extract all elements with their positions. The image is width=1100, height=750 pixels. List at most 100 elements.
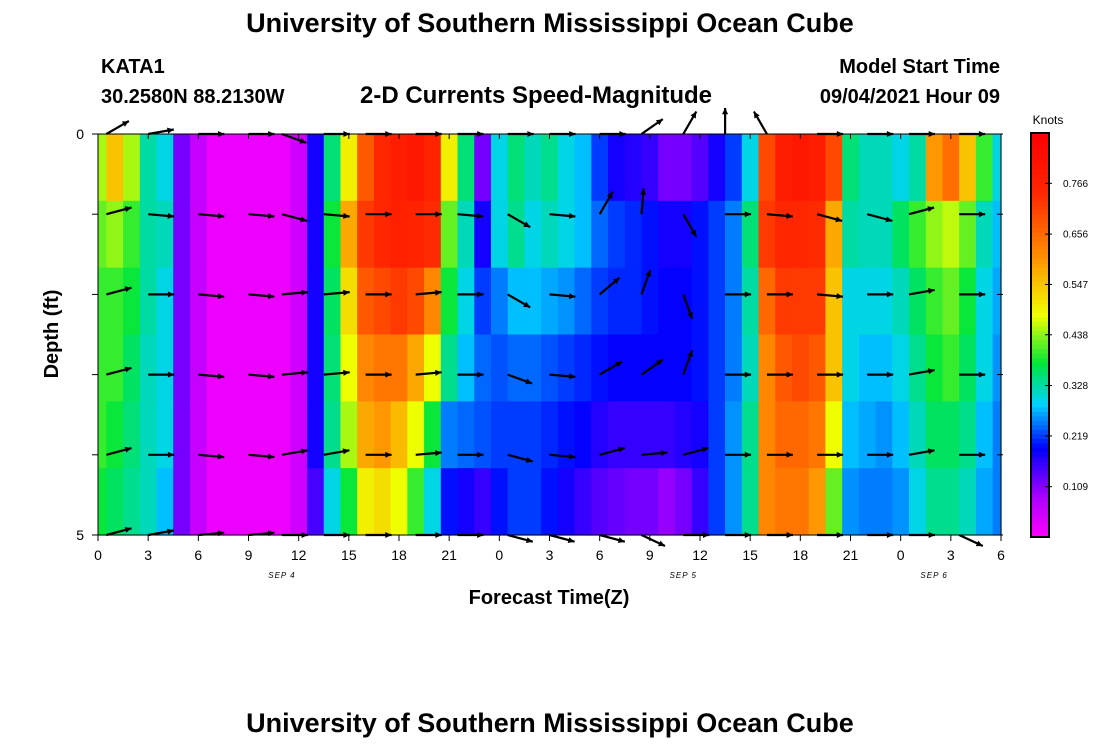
colorbar-tick-label: 0.547	[1063, 280, 1088, 291]
heatmap-cell	[925, 267, 944, 336]
heatmap-cell	[256, 134, 275, 202]
colorbar-segment	[1031, 308, 1049, 314]
current-arrow	[457, 371, 484, 378]
current-arrow	[457, 291, 484, 298]
colorbar-tick-label: 0.656	[1063, 230, 1088, 241]
heatmap-cell	[708, 401, 726, 469]
heatmap-cell	[825, 200, 843, 269]
heatmap-cell	[641, 401, 659, 469]
heatmap-cell	[758, 334, 776, 402]
heatmap-cell	[658, 334, 676, 402]
heatmap-cell	[440, 334, 459, 402]
heatmap-cell	[875, 401, 893, 469]
colorbar-segment	[1031, 478, 1049, 484]
heatmap-cell	[674, 134, 693, 202]
heatmap-cell	[139, 468, 158, 536]
heatmap-cell	[106, 334, 124, 402]
colorbar-segment	[1031, 290, 1049, 296]
x-tick-label: 21	[441, 547, 457, 563]
heatmap-cell	[407, 468, 425, 536]
heatmap-cell	[139, 200, 158, 269]
heatmap-cell	[307, 200, 325, 269]
colorbar-segment	[1031, 433, 1049, 439]
colorbar-segment	[1031, 204, 1049, 210]
colorbar-segment	[1031, 528, 1049, 534]
heatmap-cell	[206, 468, 225, 536]
heatmap-cell	[791, 267, 810, 336]
heatmap-cell	[591, 267, 609, 336]
heatmap-cell	[407, 267, 425, 336]
heatmap-cell	[173, 200, 191, 269]
heatmap-cell	[256, 468, 275, 536]
current-arrow	[248, 293, 275, 300]
heatmap-cell	[959, 334, 977, 402]
current-arrow	[599, 360, 623, 376]
current-arrow	[148, 528, 174, 537]
heatmap-cell	[909, 200, 927, 269]
colorbar-segment	[1031, 218, 1049, 224]
heatmap-cell	[658, 468, 676, 536]
heatmap-cell	[357, 401, 375, 469]
current-arrow	[106, 366, 132, 376]
heatmap-cell	[574, 267, 592, 336]
heatmap-cell	[307, 401, 325, 469]
x-tick-label: 15	[341, 547, 357, 563]
heatmap-cell	[424, 134, 442, 202]
heatmap-cell	[106, 267, 124, 336]
colorbar-segment	[1031, 361, 1049, 368]
heatmap-cell	[474, 267, 492, 336]
current-arrow	[507, 453, 534, 463]
colorbar-segment	[1031, 303, 1049, 309]
heatmap-cell	[98, 401, 107, 469]
current-arrow	[549, 533, 575, 543]
current-arrow	[106, 286, 132, 296]
heatmap-cell	[490, 200, 509, 269]
heatmap-cell	[909, 468, 927, 536]
heatmap-cell	[909, 134, 927, 202]
heatmap-cell	[323, 134, 342, 202]
heatmap-cell	[842, 267, 860, 336]
heatmap-cell	[139, 134, 158, 202]
current-arrow	[281, 289, 308, 296]
heatmap-cell	[758, 200, 776, 269]
heatmap-cell	[557, 200, 576, 269]
heatmap-cell	[909, 401, 927, 469]
x-tick-label: 3	[546, 547, 554, 563]
heatmap-cell	[975, 267, 994, 336]
heatmap-cell	[323, 334, 342, 402]
heatmap-cell	[842, 468, 860, 536]
colorbar-segment	[1031, 240, 1049, 246]
heatmap-cell	[474, 334, 492, 402]
colorbar-tick-label: 0.766	[1063, 179, 1088, 190]
colorbar-tick-label: 0.438	[1063, 330, 1088, 341]
heatmap-cell	[173, 401, 191, 469]
heatmap-cell	[892, 468, 910, 536]
heatmap-cell	[357, 468, 375, 536]
current-arrow	[867, 451, 894, 458]
heatmap-cell	[457, 334, 475, 402]
current-arrow	[599, 446, 626, 456]
heatmap-cell	[373, 200, 392, 269]
colorbar-segment	[1031, 420, 1049, 426]
current-arrow	[725, 211, 752, 218]
heatmap-cell	[390, 334, 408, 402]
heatmap-cell	[123, 267, 141, 336]
current-arrow	[959, 371, 986, 378]
current-arrow	[148, 451, 175, 458]
colorbar-segment	[1031, 168, 1049, 174]
colorbar-segment	[1031, 317, 1049, 323]
current-arrow	[766, 371, 793, 378]
colorbar-segment	[1031, 397, 1049, 403]
current-arrow	[248, 373, 275, 380]
heatmap-cell	[541, 134, 559, 202]
current-arrow	[198, 293, 225, 300]
heatmap-cell	[557, 267, 576, 336]
colorbar-segment	[1031, 487, 1049, 493]
colorbar-segment	[1031, 245, 1049, 251]
heatmap-cell	[992, 334, 1002, 402]
heatmap-cell	[407, 401, 425, 469]
model-start-label: Model Start Time	[839, 56, 1000, 78]
heatmap-cell	[507, 267, 526, 336]
heatmap-cell	[892, 134, 910, 202]
